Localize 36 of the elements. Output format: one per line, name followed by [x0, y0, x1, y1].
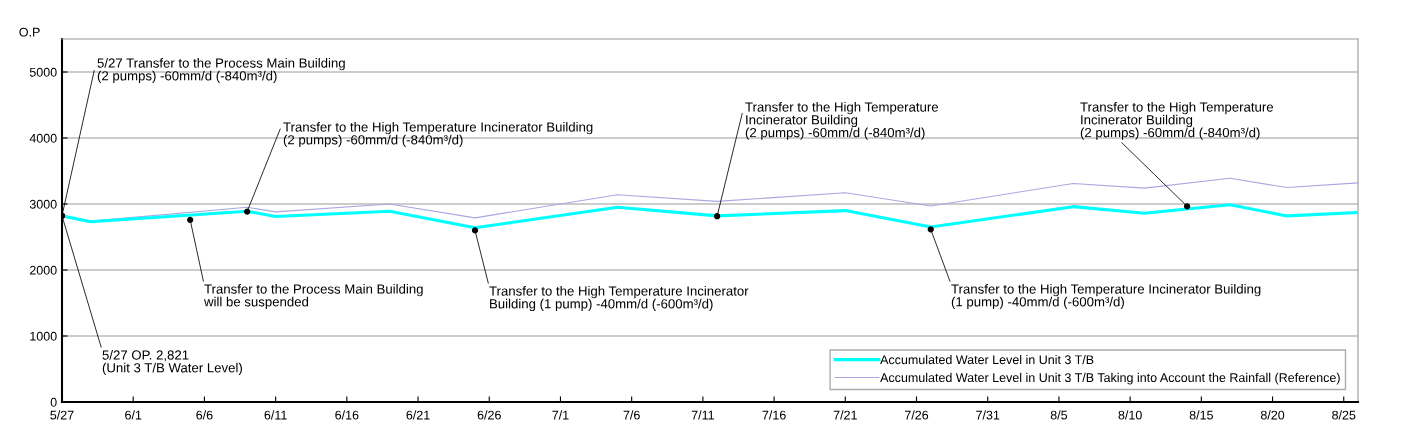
- x-tick-label: 5/27: [50, 410, 74, 420]
- x-tick-label: 8/15: [1189, 410, 1213, 420]
- x-tick-label: 7/1: [552, 410, 569, 420]
- x-tick-label: 6/11: [264, 410, 287, 420]
- annotation: 5/27 OP. 2,821 (Unit 3 T/B Water Level): [102, 350, 242, 376]
- x-tick-label: 7/21: [833, 410, 857, 420]
- annotation: Transfer to the High Temperature Incinerator Building (2 pumps) -60mm/d (-840m³/d): [283, 122, 593, 148]
- x-tick-label: 6/26: [477, 410, 501, 420]
- x-tick-label: 8/20: [1260, 410, 1285, 420]
- y-tick-label: 2000: [29, 265, 57, 275]
- x-tick-label: 7/31: [976, 410, 1000, 420]
- annotation: Transfer to the High Temperature Incinerator Building (2 pumps) -60mm/d (-840m³/d): [1080, 102, 1274, 140]
- x-tick-label: 8/10: [1118, 410, 1142, 420]
- x-tick-label: 6/1: [125, 410, 142, 420]
- annotation: Transfer to the High Temperature Incinerator Building (1 pump) -40mm/d (-600m³/d): [489, 286, 749, 312]
- annotation: Transfer to the High Temperature Incinerator Building (1 pump) -40mm/d (-600m³/d): [951, 284, 1261, 310]
- x-tick-label: 7/26: [904, 410, 929, 420]
- y-tick-label: 1000: [30, 331, 57, 341]
- y-tick-label: 5000: [29, 67, 57, 77]
- x-tick-label: 6/21: [406, 410, 430, 420]
- x-tick-label: 6/6: [196, 410, 213, 420]
- x-tick-label: 8/5: [1050, 410, 1068, 420]
- y-axis-title: O.P: [19, 27, 40, 37]
- y-tick-label: 3000: [29, 199, 57, 209]
- annotation: Transfer to the Process Main Building will be suspended: [203, 284, 423, 310]
- x-tick-label: 8/25: [1332, 410, 1356, 420]
- annotation: Transfer to the High Temperature Incinerator Building (2 pumps) -60mm/d (-840m³/d): [745, 102, 939, 140]
- legend-label: Accumulated Water Level in Unit 3 T/B: [880, 354, 1094, 365]
- y-tick-label: 4000: [29, 133, 57, 143]
- y-tick-label: 0: [50, 397, 57, 407]
- x-tick-label: 7/6: [623, 410, 640, 420]
- legend-label: Accumulated Water Level in Unit 3 T/B Taking into Account the Rainfall (Reference): [880, 372, 1340, 385]
- annotation: 5/27 Transfer to the Process Main Building (2 pumps) -60mm/d (-840m³/d): [97, 58, 345, 84]
- x-tick-label: 7/16: [762, 410, 786, 420]
- x-tick-label: 6/16: [335, 410, 359, 420]
- x-tick-label: 7/11: [691, 410, 714, 420]
